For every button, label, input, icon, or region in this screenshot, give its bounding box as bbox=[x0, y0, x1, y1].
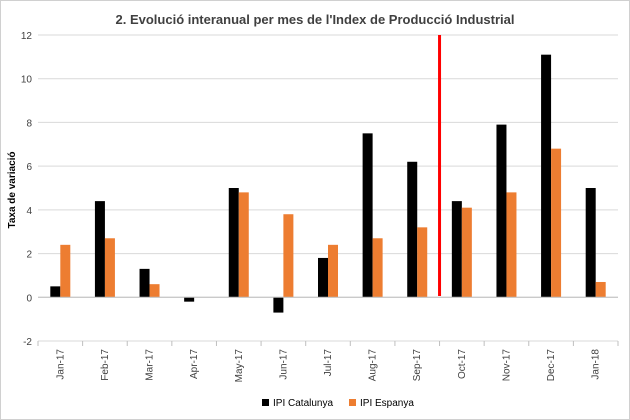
legend-swatch-catalunya bbox=[262, 399, 269, 406]
bar-espanya-jul-17 bbox=[328, 244, 338, 298]
y-tick-label: 6 bbox=[26, 162, 32, 173]
bar-catalunya-jan-17 bbox=[50, 286, 61, 298]
y-tick-label: -2 bbox=[23, 337, 32, 348]
bar-espanya-mar-17 bbox=[149, 284, 160, 298]
x-tick-label: Oct-17 bbox=[457, 349, 468, 379]
bar-catalunya-jun-17 bbox=[273, 297, 284, 313]
y-tick-label: 4 bbox=[26, 206, 32, 217]
bar-catalunya-nov-17 bbox=[496, 124, 507, 298]
x-tick-label: Aug-17 bbox=[368, 349, 379, 382]
bar-espanya-dec-17 bbox=[551, 148, 562, 298]
bar-catalunya-sep-17 bbox=[407, 161, 418, 298]
bar-espanya-oct-17 bbox=[461, 207, 472, 298]
y-tick-label: 2 bbox=[26, 250, 32, 261]
bar-espanya-nov-17 bbox=[506, 192, 517, 298]
bar-espanya-sep-17 bbox=[417, 227, 428, 298]
axes: -2 0 2 4 6 8 10 12 Jan-17 Feb-17 Mar-17 Apr-17 May-1… bbox=[21, 31, 619, 383]
chart-title: 2. Evolució interanual per mes de l'Inde… bbox=[116, 12, 515, 27]
bar-catalunya-feb-17 bbox=[94, 201, 105, 298]
x-tick-label: Jul-17 bbox=[323, 349, 334, 377]
bar-espanya-may-17 bbox=[238, 192, 249, 298]
y-tick-label: 10 bbox=[21, 75, 33, 86]
bar-catalunya-aug-17 bbox=[362, 133, 373, 298]
x-tick-label: Nov-17 bbox=[501, 349, 512, 382]
x-tick-label: Sep-17 bbox=[412, 349, 423, 382]
x-tick-label: Jan-17 bbox=[55, 349, 66, 380]
x-tick-label: Dec-17 bbox=[546, 349, 557, 382]
bar-catalunya-may-17 bbox=[228, 188, 239, 298]
bar-catalunya-mar-17 bbox=[139, 268, 150, 298]
bar-catalunya-jul-17 bbox=[318, 257, 328, 298]
x-tick-label: Mar-17 bbox=[145, 349, 156, 381]
x-tick-label: May-17 bbox=[234, 349, 245, 383]
legend-label-espanya: IPI Espanya bbox=[360, 398, 414, 409]
bars bbox=[50, 35, 606, 313]
x-tick-label: Feb-17 bbox=[100, 349, 111, 381]
y-tick-label: 0 bbox=[26, 293, 32, 304]
bar-espanya-aug-17 bbox=[372, 238, 383, 298]
x-tick-label: Jun-17 bbox=[278, 349, 289, 380]
x-tick-label: Apr-17 bbox=[189, 349, 200, 379]
bar-catalunya-apr-17 bbox=[184, 297, 195, 302]
y-axis-label: Taxa de variació bbox=[7, 151, 18, 228]
legend: IPI Catalunya IPI Espanya bbox=[262, 398, 414, 409]
bar-catalunya-dec-17 bbox=[541, 54, 552, 298]
y-tick-label: 12 bbox=[21, 31, 33, 42]
y-tick-label: 8 bbox=[26, 118, 32, 129]
bar-espanya-jun-17 bbox=[283, 214, 294, 298]
legend-label-catalunya: IPI Catalunya bbox=[273, 398, 333, 409]
bar-espanya-jan-18 bbox=[595, 281, 606, 298]
bar-catalunya-oct-17 bbox=[451, 201, 462, 298]
x-tick-label: Jan-18 bbox=[591, 349, 602, 380]
bar-espanya-feb-17 bbox=[104, 238, 115, 298]
bar-catalunya-jan-18 bbox=[585, 188, 596, 298]
bar-espanya-jan-17 bbox=[60, 244, 71, 298]
legend-swatch-espanya bbox=[349, 399, 356, 406]
